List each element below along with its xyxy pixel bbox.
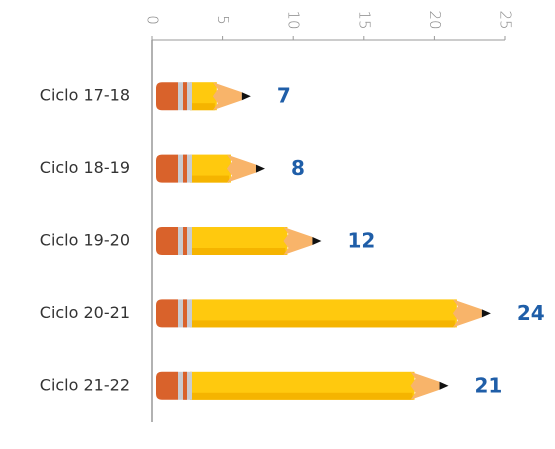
pencil-body-shade [190,103,215,111]
pencil-body-shade [190,392,413,400]
pencil-wood [410,371,440,400]
pencil-ferrule-band [183,371,187,400]
value-label: 7 [277,84,291,108]
pencil-bar [156,82,251,111]
pencil-bar [156,154,265,183]
pencil-eraser [156,227,178,255]
pencil-bar [156,299,491,328]
x-tick-label: 25 [497,10,515,29]
x-tick-label: 5 [214,15,232,25]
x-tick-label: 20 [426,10,444,29]
pencil-wood [452,299,482,328]
pencil-bar [156,371,449,400]
pencil-bar [156,227,322,255]
pencil-lead [255,164,265,173]
pencil-eraser [156,371,178,400]
pencil-wood [212,82,242,111]
pencil-lead [439,381,449,390]
y-tick-label: Ciclo 18-19 [40,158,130,177]
y-tick-label: Ciclo 19-20 [40,231,130,250]
value-label: 21 [475,373,503,397]
pencil-body-shade [190,320,455,328]
value-label: 8 [291,156,305,180]
value-label: 24 [517,301,545,325]
y-tick-label: Ciclo 17-18 [40,86,130,105]
pencil-ferrule-band [183,227,187,255]
pencil-eraser [156,154,178,183]
pencil-ferrule-band [183,82,187,111]
pencil-lead [312,237,322,245]
y-tick-label: Ciclo 20-21 [40,303,130,322]
pencil-wood [283,227,313,255]
pencil-lead [481,309,491,318]
x-tick-label: 0 [144,15,162,25]
pencil-body-shade [190,248,286,255]
pencil-ferrule-band [183,154,187,183]
x-tick-label: 10 [285,10,303,29]
pencil-ferrule-band [183,299,187,328]
pencil-eraser [156,82,178,111]
y-tick-label: Ciclo 21-22 [40,375,130,394]
pencil-lead [241,92,251,101]
x-tick-label: 15 [355,10,373,29]
pencil-eraser [156,299,178,328]
pencil-body-shade [190,175,229,183]
value-label: 12 [347,229,375,253]
pencil-wood [226,154,256,183]
